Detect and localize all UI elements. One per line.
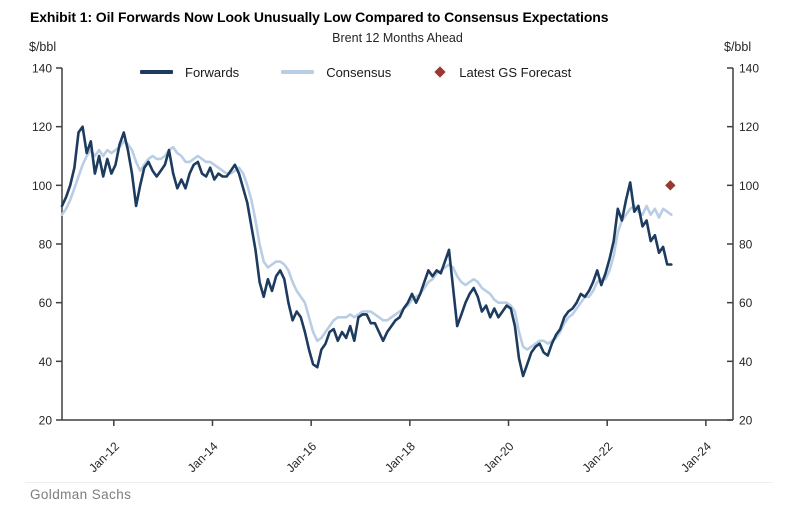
svg-text:Jan-16: Jan-16 — [283, 439, 319, 475]
x-axis-ticks: Jan-12 Jan-14 Jan-16 Jan-18 Jan-20 Jan-22 Jan-… — [86, 420, 714, 475]
svg-text:100: 100 — [739, 179, 759, 193]
svg-text:80: 80 — [39, 238, 53, 252]
svg-text:Jan-22: Jan-22 — [579, 439, 615, 475]
chart-legend: Forwards Consensus Latest GS Forecast — [140, 64, 571, 80]
exhibit-title: Exhibit 1: Oil Forwards Now Look Unusual… — [30, 9, 609, 25]
svg-text:120: 120 — [32, 120, 52, 134]
svg-text:40: 40 — [39, 355, 53, 369]
footer-divider — [25, 482, 773, 483]
y-axis-unit-right: $/bbl — [724, 40, 752, 54]
legend-label-consensus: Consensus — [326, 64, 392, 80]
legend-swatch-forwards — [140, 70, 173, 74]
legend-label-forwards: Forwards — [185, 64, 240, 80]
svg-text:40: 40 — [739, 355, 753, 369]
legend-item-forwards: Forwards — [140, 65, 239, 80]
svg-text:60: 60 — [39, 296, 53, 310]
svg-text:20: 20 — [739, 414, 753, 428]
svg-text:120: 120 — [739, 120, 759, 134]
svg-text:140: 140 — [32, 62, 52, 76]
legend-item-consensus: Consensus — [281, 65, 391, 80]
svg-text:80: 80 — [739, 238, 753, 252]
svg-text:Jan-18: Jan-18 — [382, 439, 418, 475]
source-label: Goldman Sachs — [30, 487, 132, 502]
svg-text:60: 60 — [739, 296, 753, 310]
chart-subtitle: Brent 12 Months Ahead — [332, 31, 463, 45]
y-axis-left-ticks: 20 40 60 80 100 120 140 — [32, 62, 62, 428]
forwards-line — [60, 125, 673, 378]
svg-text:100: 100 — [32, 179, 52, 193]
svg-text:Jan-12: Jan-12 — [86, 439, 122, 475]
legend-swatch-consensus — [281, 70, 315, 74]
svg-text:Jan-14: Jan-14 — [185, 439, 221, 475]
svg-text:20: 20 — [39, 414, 53, 428]
forecast-diamond-marker — [665, 180, 676, 191]
svg-text:140: 140 — [739, 62, 759, 76]
y-axis-right-ticks: 20 40 60 80 100 120 140 — [727, 62, 759, 428]
legend-item-forecast: Latest GS Forecast — [433, 65, 571, 80]
y-axis-unit-left: $/bbl — [29, 40, 57, 54]
legend-label-forecast: Latest GS Forecast — [459, 64, 572, 80]
svg-text:Jan-24: Jan-24 — [678, 439, 714, 475]
svg-text:Jan-20: Jan-20 — [481, 439, 517, 475]
axes — [61, 68, 734, 421]
consensus-line — [60, 140, 673, 351]
